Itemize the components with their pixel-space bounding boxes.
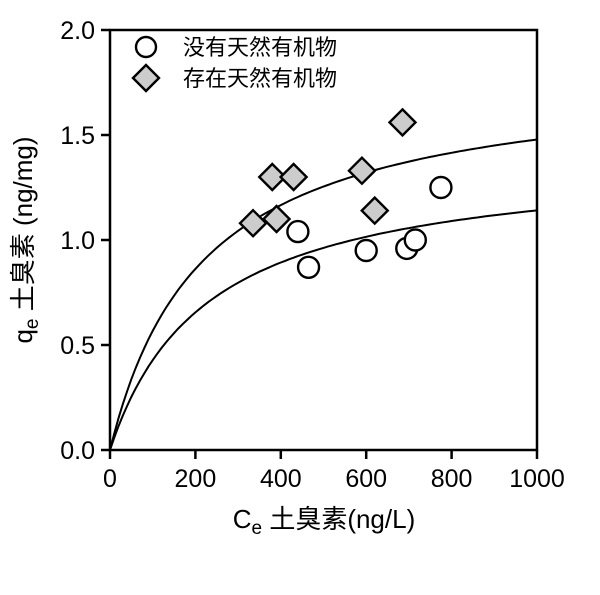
- data-point-circle: [354, 238, 378, 263]
- fit-curve: [109, 209, 538, 451]
- x-axis-ticks: 0 200 400 600 800 1000: [103, 450, 565, 493]
- data-point-diamond: [238, 208, 268, 238]
- x-axis-label: Ce 土臭素(ng/L): [233, 504, 416, 539]
- data-point-diamond: [387, 107, 418, 138]
- plot-border: [108, 28, 539, 452]
- x-tick-label: 200: [175, 465, 217, 493]
- legend: 没有天然有机物 存在天然有机物: [131, 35, 337, 93]
- legend-marker-diamond-icon: [131, 63, 161, 93]
- y-tick-label: 2.0: [60, 17, 95, 45]
- legend-marker-circle-icon: [134, 35, 158, 59]
- data-point-diamond: [261, 204, 292, 234]
- fit-curves: [109, 138, 538, 451]
- y-tick-label: 0.0: [60, 437, 95, 465]
- x-tick-label: 1000: [509, 465, 565, 493]
- y-tick-label: 0.5: [60, 332, 95, 360]
- data-point-circle: [429, 175, 453, 200]
- x-tick-label: 600: [345, 465, 387, 493]
- data-points: [238, 107, 453, 279]
- legend-label-with-nom: 存在天然有机物: [183, 66, 337, 91]
- y-tick-label: 1.0: [60, 227, 95, 255]
- data-point-diamond: [360, 195, 390, 226]
- data-point-circle: [296, 255, 321, 279]
- data-point-circle: [286, 219, 310, 244]
- data-point-circle: [403, 228, 428, 252]
- y-axis-label: qe 土臭素 (ng/mg): [8, 136, 43, 343]
- x-tick-label: 0: [103, 465, 117, 493]
- data-point-diamond: [257, 162, 287, 192]
- y-tick-label: 1.5: [60, 122, 95, 150]
- fit-curve: [109, 138, 538, 451]
- data-point-diamond: [347, 156, 377, 186]
- data-point-diamond: [278, 162, 309, 192]
- legend-label-no-nom: 没有天然有机物: [183, 35, 337, 60]
- x-tick-label: 800: [431, 465, 473, 493]
- x-tick-label: 400: [260, 465, 302, 493]
- y-axis-ticks: 0.0 0.5 1.0 1.5 2.0: [60, 17, 110, 465]
